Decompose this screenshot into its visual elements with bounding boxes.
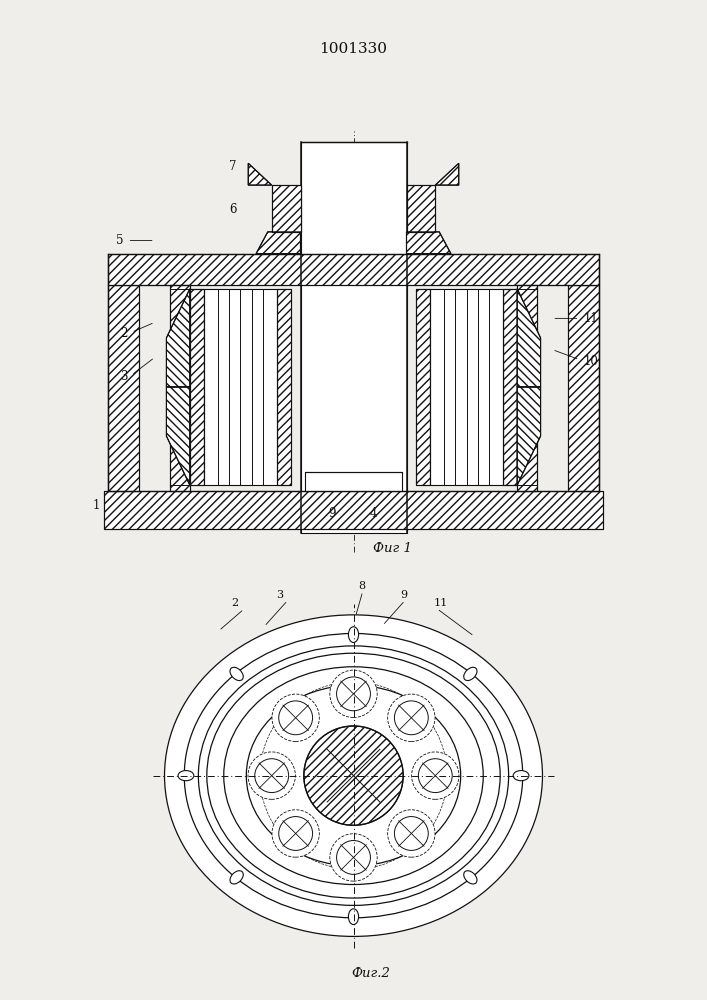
Text: 3: 3 [276,590,284,600]
Circle shape [248,752,296,799]
Ellipse shape [513,771,529,781]
Ellipse shape [349,909,358,925]
Polygon shape [430,289,503,485]
Circle shape [387,810,435,857]
Text: 3: 3 [119,370,127,383]
Ellipse shape [230,871,243,884]
Polygon shape [108,285,139,491]
Circle shape [411,752,459,799]
Text: 2: 2 [231,598,238,608]
Circle shape [304,726,403,825]
Polygon shape [436,163,459,185]
Text: 8: 8 [358,581,366,591]
Ellipse shape [185,633,522,918]
Ellipse shape [178,771,194,781]
Circle shape [272,694,320,741]
Text: 11: 11 [584,312,599,325]
Polygon shape [108,254,599,285]
Text: 1001330: 1001330 [320,42,387,56]
Text: 10: 10 [584,355,599,368]
Text: 9: 9 [328,507,335,520]
Polygon shape [204,289,277,485]
Text: 11: 11 [434,598,448,608]
Text: Фиг 1: Фиг 1 [373,542,412,555]
Polygon shape [277,289,291,485]
Circle shape [419,759,452,793]
Ellipse shape [199,646,508,905]
Polygon shape [518,289,541,387]
Polygon shape [568,285,599,491]
Text: 6: 6 [229,203,236,216]
Polygon shape [166,387,189,485]
Circle shape [387,694,435,741]
Ellipse shape [223,667,484,885]
Circle shape [279,817,312,850]
Polygon shape [256,232,300,254]
Text: 5: 5 [116,234,124,247]
Circle shape [272,810,320,857]
Polygon shape [518,387,541,485]
Polygon shape [503,289,518,485]
Ellipse shape [464,667,477,681]
Circle shape [329,670,378,718]
Circle shape [255,759,288,793]
Polygon shape [416,289,430,485]
Text: 7: 7 [229,160,236,173]
Polygon shape [300,142,407,533]
Polygon shape [407,185,436,232]
Circle shape [337,677,370,711]
Text: Фиг.2: Фиг.2 [351,967,390,980]
Polygon shape [170,285,189,491]
Circle shape [337,841,370,874]
Polygon shape [189,289,204,485]
Text: 1: 1 [93,499,100,512]
Ellipse shape [230,667,243,681]
Polygon shape [407,232,451,254]
Ellipse shape [246,685,461,866]
Polygon shape [518,285,537,491]
Circle shape [395,701,428,735]
Circle shape [329,834,378,881]
Ellipse shape [207,653,500,898]
Circle shape [279,701,312,735]
Text: 2: 2 [120,327,127,340]
Polygon shape [305,472,402,491]
Text: 4: 4 [369,507,377,520]
Ellipse shape [349,627,358,643]
Polygon shape [104,491,603,529]
Polygon shape [166,289,189,387]
Polygon shape [271,185,300,232]
Ellipse shape [165,615,542,936]
Ellipse shape [464,871,477,884]
Text: 9: 9 [401,590,408,600]
Circle shape [395,817,428,850]
Polygon shape [248,163,271,185]
